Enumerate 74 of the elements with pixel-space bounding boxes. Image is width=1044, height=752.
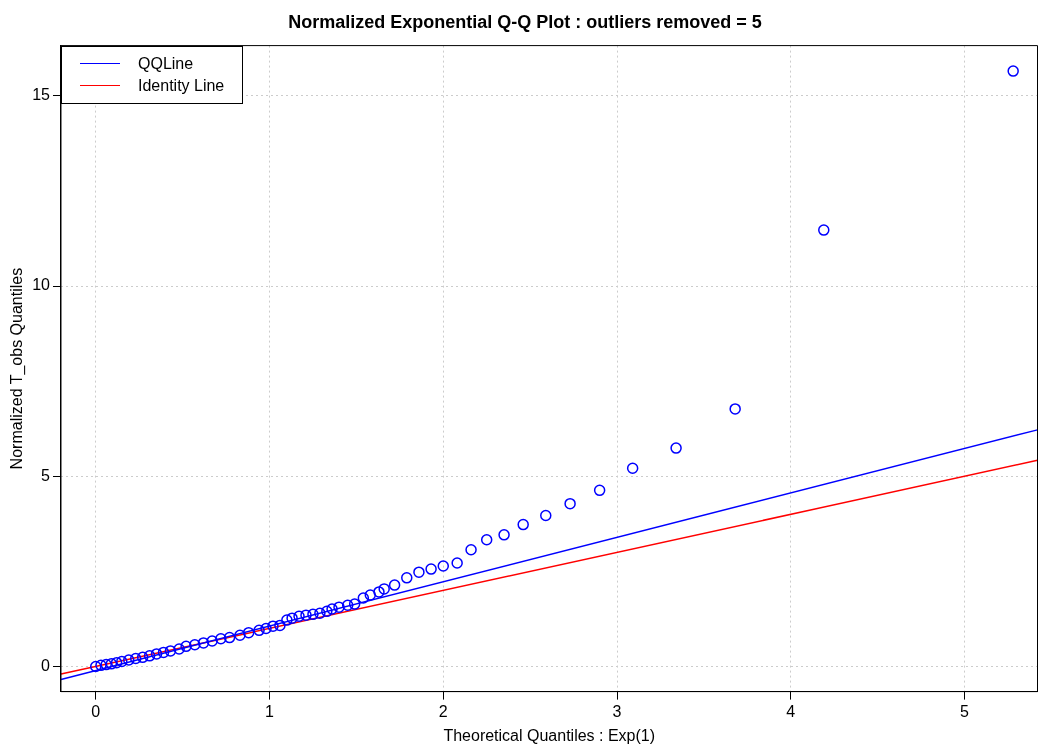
point	[321, 605, 333, 618]
point	[425, 563, 437, 575]
point	[197, 637, 210, 649]
point	[401, 572, 413, 584]
point	[157, 646, 170, 659]
point	[100, 658, 112, 671]
point	[253, 624, 265, 637]
point	[293, 610, 305, 623]
point	[180, 640, 192, 653]
point	[378, 583, 390, 595]
point	[364, 589, 377, 601]
point	[143, 650, 156, 662]
point	[110, 656, 123, 669]
point	[818, 224, 830, 236]
point	[116, 655, 128, 668]
point	[517, 518, 529, 531]
point	[234, 629, 246, 642]
point	[307, 608, 319, 621]
point	[300, 609, 312, 621]
point	[388, 579, 401, 591]
point	[164, 645, 177, 657]
y-tick-label: 10	[32, 276, 51, 294]
point	[326, 603, 338, 615]
legend-label: Identity Line	[137, 75, 225, 96]
chart-title: Normalized Exponential Q-Q Plot : outliers removed = 5	[288, 11, 762, 32]
legend-label: QQLine	[137, 53, 194, 74]
point	[413, 566, 425, 578]
y-tick-label: 15	[32, 86, 51, 104]
point	[480, 534, 493, 546]
point	[206, 635, 218, 647]
point	[136, 651, 149, 664]
point	[215, 632, 227, 645]
point	[95, 659, 107, 672]
x-tick-label: 4	[786, 702, 796, 720]
point	[593, 484, 606, 497]
point	[437, 560, 450, 572]
point	[314, 607, 326, 619]
point	[540, 509, 552, 522]
point	[105, 658, 118, 670]
point	[223, 631, 236, 644]
point	[341, 599, 354, 611]
x-tick-label: 0	[91, 702, 101, 720]
point	[564, 497, 576, 510]
point	[729, 403, 741, 415]
y-tick-label: 5	[41, 466, 51, 484]
y-axis-title: Normalized T_obs Quantiles	[8, 267, 27, 470]
x-tick-label: 1	[265, 702, 275, 720]
point	[286, 612, 298, 624]
point	[670, 442, 682, 454]
point	[357, 592, 370, 604]
point	[626, 462, 639, 475]
point	[274, 619, 286, 632]
point	[267, 620, 279, 632]
point	[465, 543, 477, 556]
point	[260, 622, 272, 635]
point	[189, 639, 201, 651]
point	[129, 652, 142, 665]
point	[123, 654, 135, 666]
point	[348, 598, 361, 610]
point	[498, 529, 510, 541]
point	[242, 626, 255, 639]
point	[1007, 65, 1019, 77]
x-axis-title: Theoretical Quantiles : Exp(1)	[443, 726, 656, 744]
point	[451, 557, 463, 569]
point	[333, 601, 345, 613]
x-tick-label: 2	[438, 702, 448, 720]
y-tick-label: 0	[41, 656, 51, 674]
x-tick-label: 3	[612, 702, 622, 720]
x-tick-label: 5	[960, 702, 970, 720]
point	[90, 660, 102, 673]
point	[150, 648, 163, 660]
point	[173, 643, 185, 655]
point	[281, 614, 293, 626]
point	[373, 586, 385, 598]
